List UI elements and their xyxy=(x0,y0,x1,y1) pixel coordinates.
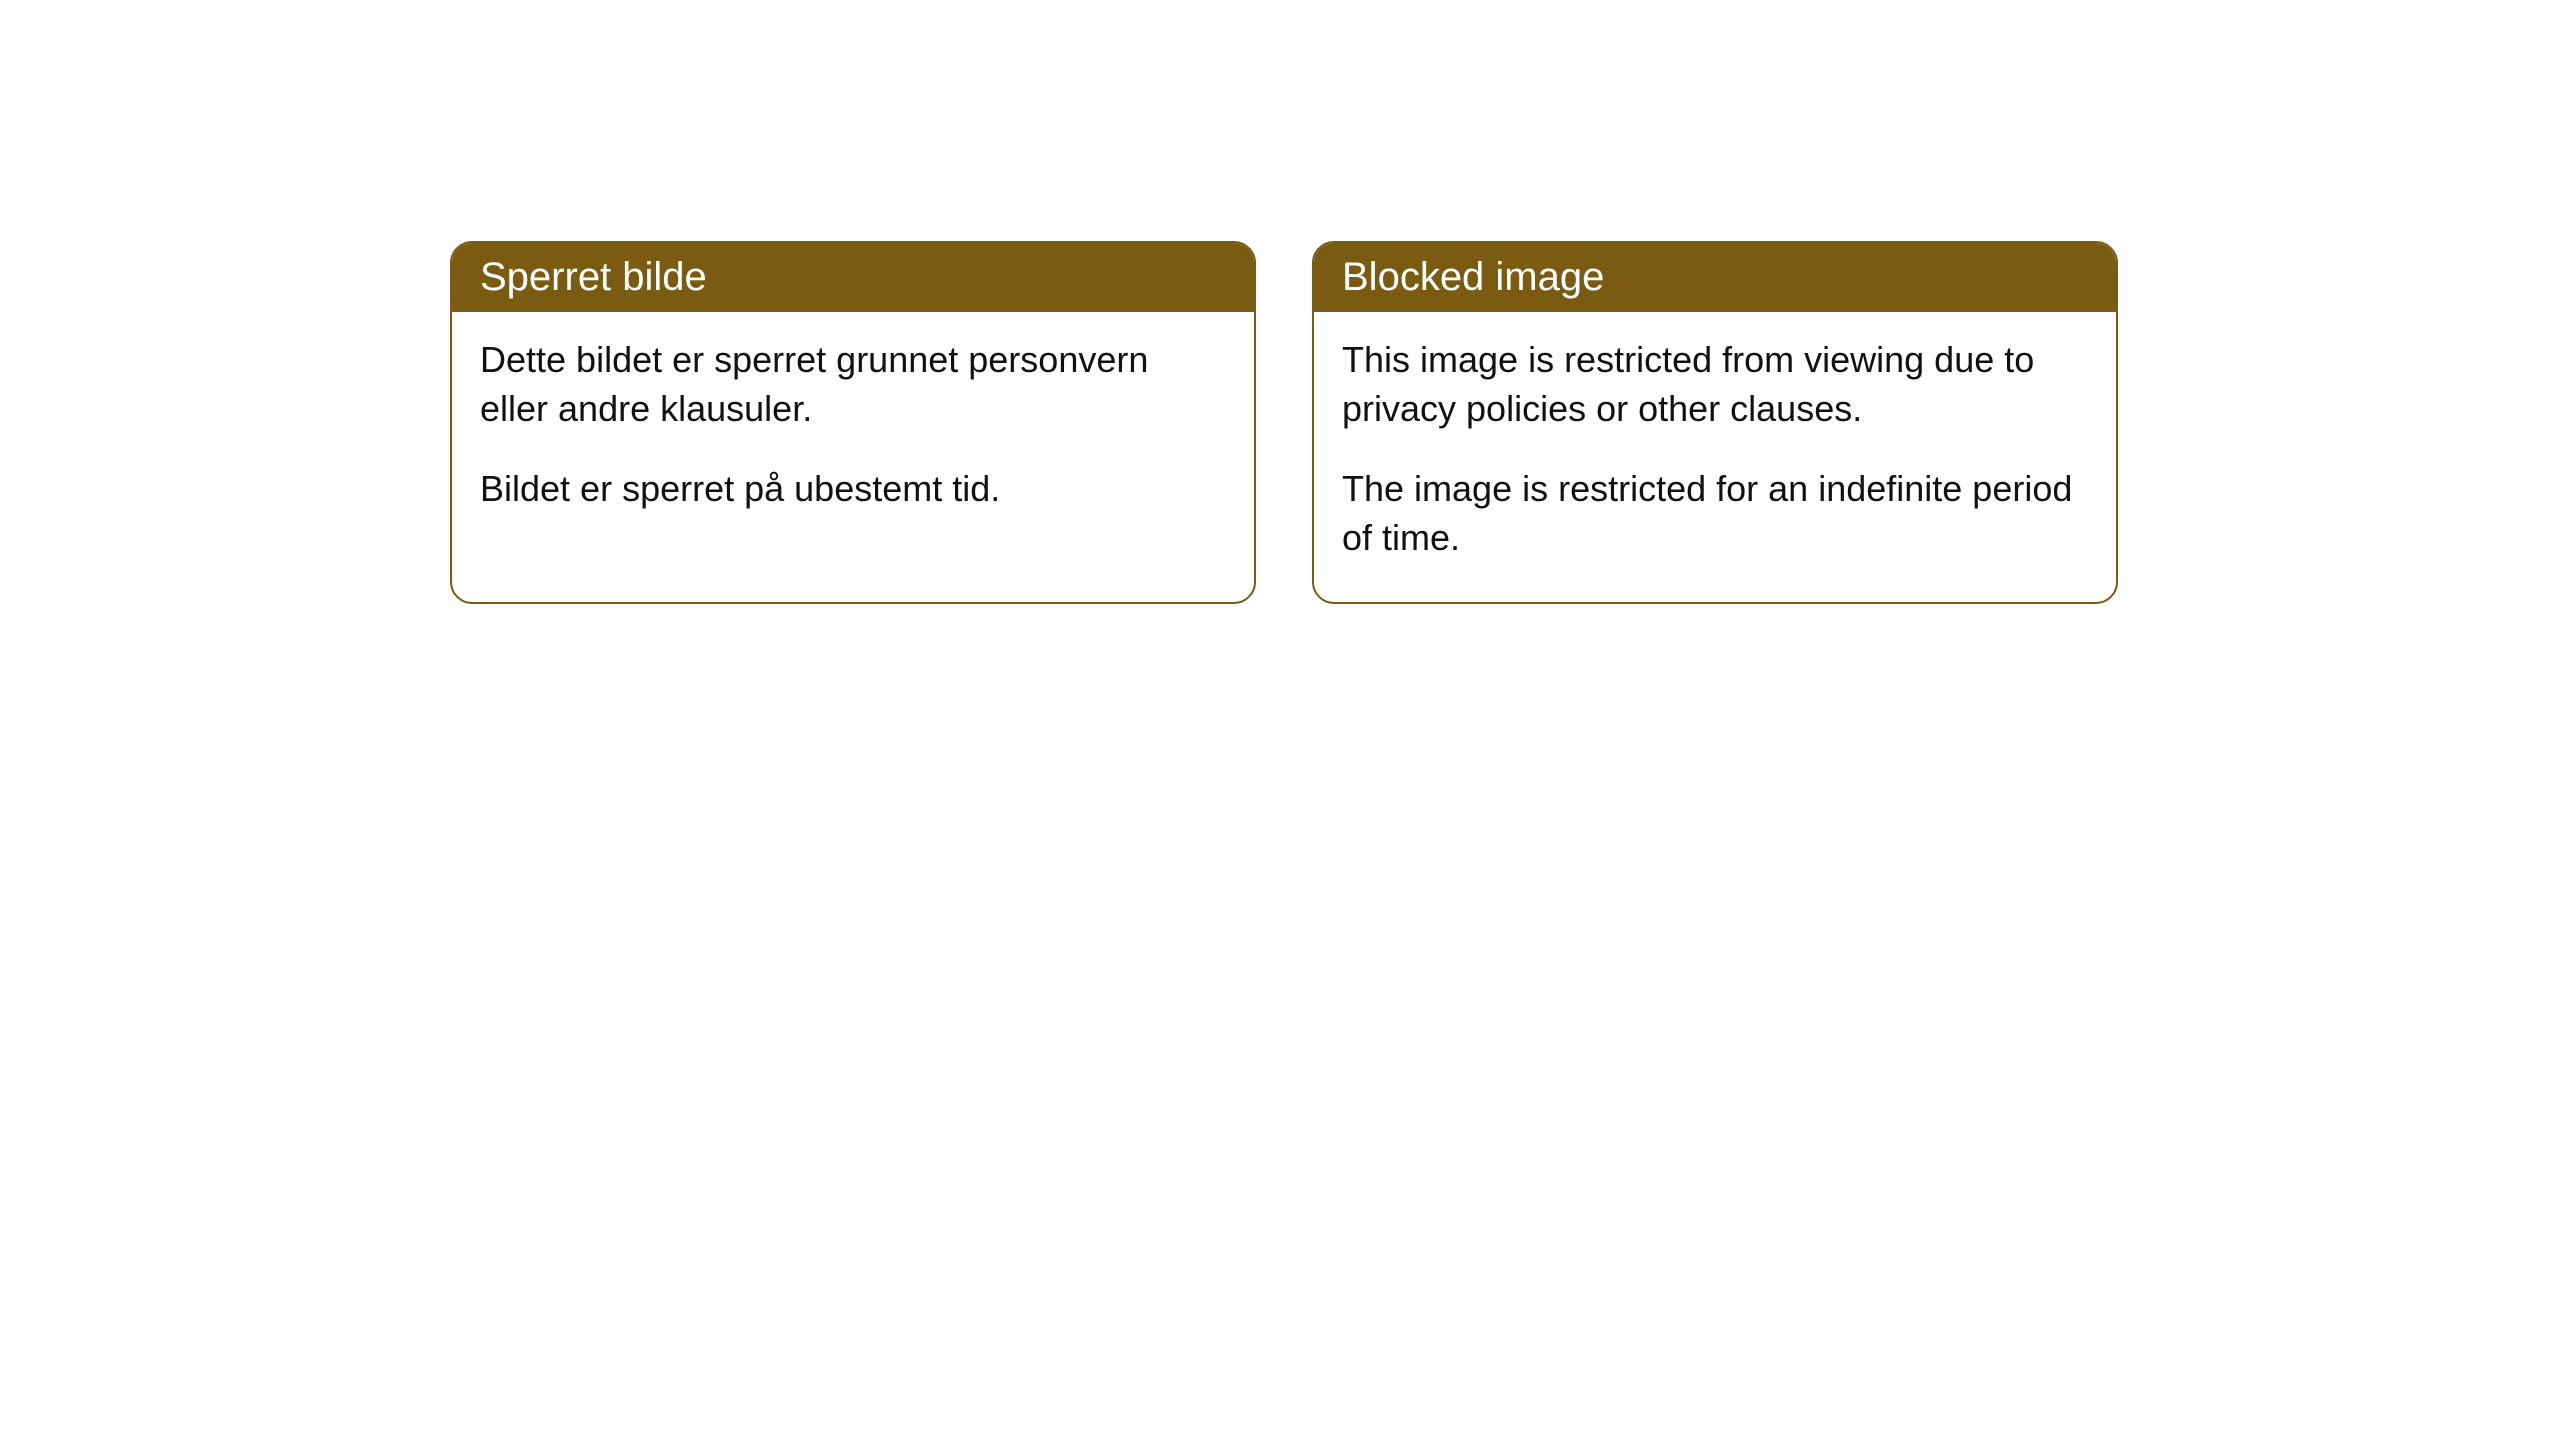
card-paragraph: This image is restricted from viewing du… xyxy=(1342,336,2088,433)
card-title: Blocked image xyxy=(1342,255,1604,299)
card-paragraph: Bildet er sperret på ubestemt tid. xyxy=(480,465,1226,514)
card-body: This image is restricted from viewing du… xyxy=(1314,312,2116,602)
card-body: Dette bildet er sperret grunnet personve… xyxy=(452,312,1254,554)
card-paragraph: The image is restricted for an indefinit… xyxy=(1342,465,2088,562)
card-header: Sperret bilde xyxy=(452,243,1254,312)
blocked-image-card-norwegian: Sperret bilde Dette bildet er sperret gr… xyxy=(450,241,1256,604)
blocked-image-card-english: Blocked image This image is restricted f… xyxy=(1312,241,2118,604)
card-paragraph: Dette bildet er sperret grunnet personve… xyxy=(480,336,1226,433)
card-header: Blocked image xyxy=(1314,243,2116,312)
card-title: Sperret bilde xyxy=(480,255,707,299)
cards-container: Sperret bilde Dette bildet er sperret gr… xyxy=(0,0,2560,604)
